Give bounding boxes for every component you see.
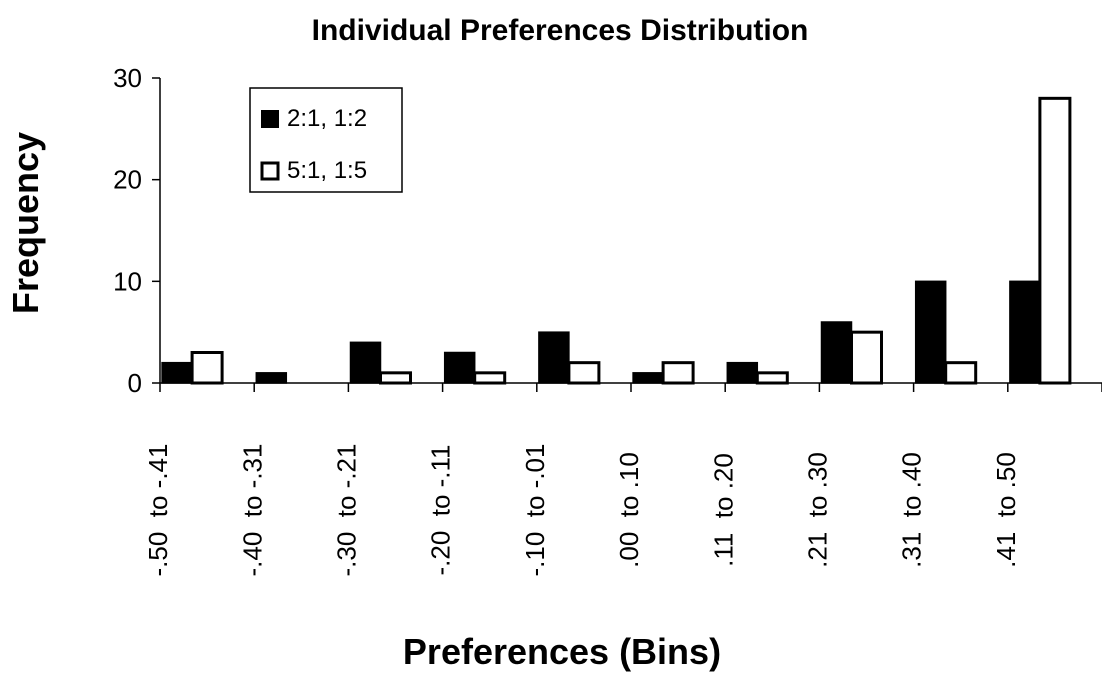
bar-series-2	[1038, 96, 1072, 385]
y-axis-title: Frequency	[5, 132, 46, 314]
bar-series-1	[255, 372, 288, 384]
plot-area: 0 10 20 30 -.50 to -.41 -.40 to -.31 -.30 to -…	[113, 63, 1102, 576]
y-tick-label: 0	[128, 368, 142, 398]
y-tick-label: 30	[113, 63, 142, 93]
x-tick-label: .31 to .40	[897, 452, 927, 568]
y-tick-label: 20	[113, 165, 142, 195]
bar-series-2	[850, 330, 883, 385]
chart-title: Individual Preferences Distribution	[312, 14, 809, 47]
y-tick-label: 10	[113, 266, 142, 296]
bar-series-2	[755, 371, 789, 385]
x-tick-label: .21 to .30	[803, 452, 833, 568]
legend-label-series-2: 5:1, 1:5	[287, 157, 367, 184]
x-tick-label: .41 to .50	[991, 452, 1021, 568]
bar-series-1	[161, 361, 193, 384]
x-tick-label: -.20 to -.11	[426, 444, 456, 575]
bar-series-1	[632, 372, 664, 384]
bar-series-2	[567, 361, 601, 385]
bar-series-2	[379, 371, 412, 385]
legend: 2:1, 1:2 5:1, 1:5	[249, 87, 403, 193]
bar-series-1	[349, 341, 382, 384]
legend-swatch-series-2	[260, 161, 280, 181]
bar-series-2	[661, 361, 695, 385]
bar-series-1	[443, 351, 476, 384]
bar-series-1	[820, 321, 853, 384]
bar-series-1	[538, 331, 570, 384]
bar-series-1	[1009, 280, 1041, 384]
bar-series-2	[473, 371, 507, 385]
bar-series-1	[726, 361, 759, 384]
x-axis-title: Preferences (Bins)	[403, 631, 721, 672]
x-tick-label: -.30 to -.21	[332, 444, 362, 577]
x-tick-label: .00 to .10	[614, 452, 644, 568]
x-tick-label: -.10 to -.01	[520, 444, 550, 577]
x-tick-label: -.50 to -.41	[143, 444, 173, 577]
legend-label-series-1: 2:1, 1:2	[287, 105, 367, 132]
bar-series-2	[944, 361, 978, 385]
legend-swatch-series-1	[261, 110, 279, 128]
bar-series-2	[190, 351, 224, 385]
x-tick-label: -.40 to -.31	[237, 444, 267, 577]
bar-series-1	[914, 280, 947, 384]
x-tick-label: .11 to .20	[708, 453, 738, 567]
